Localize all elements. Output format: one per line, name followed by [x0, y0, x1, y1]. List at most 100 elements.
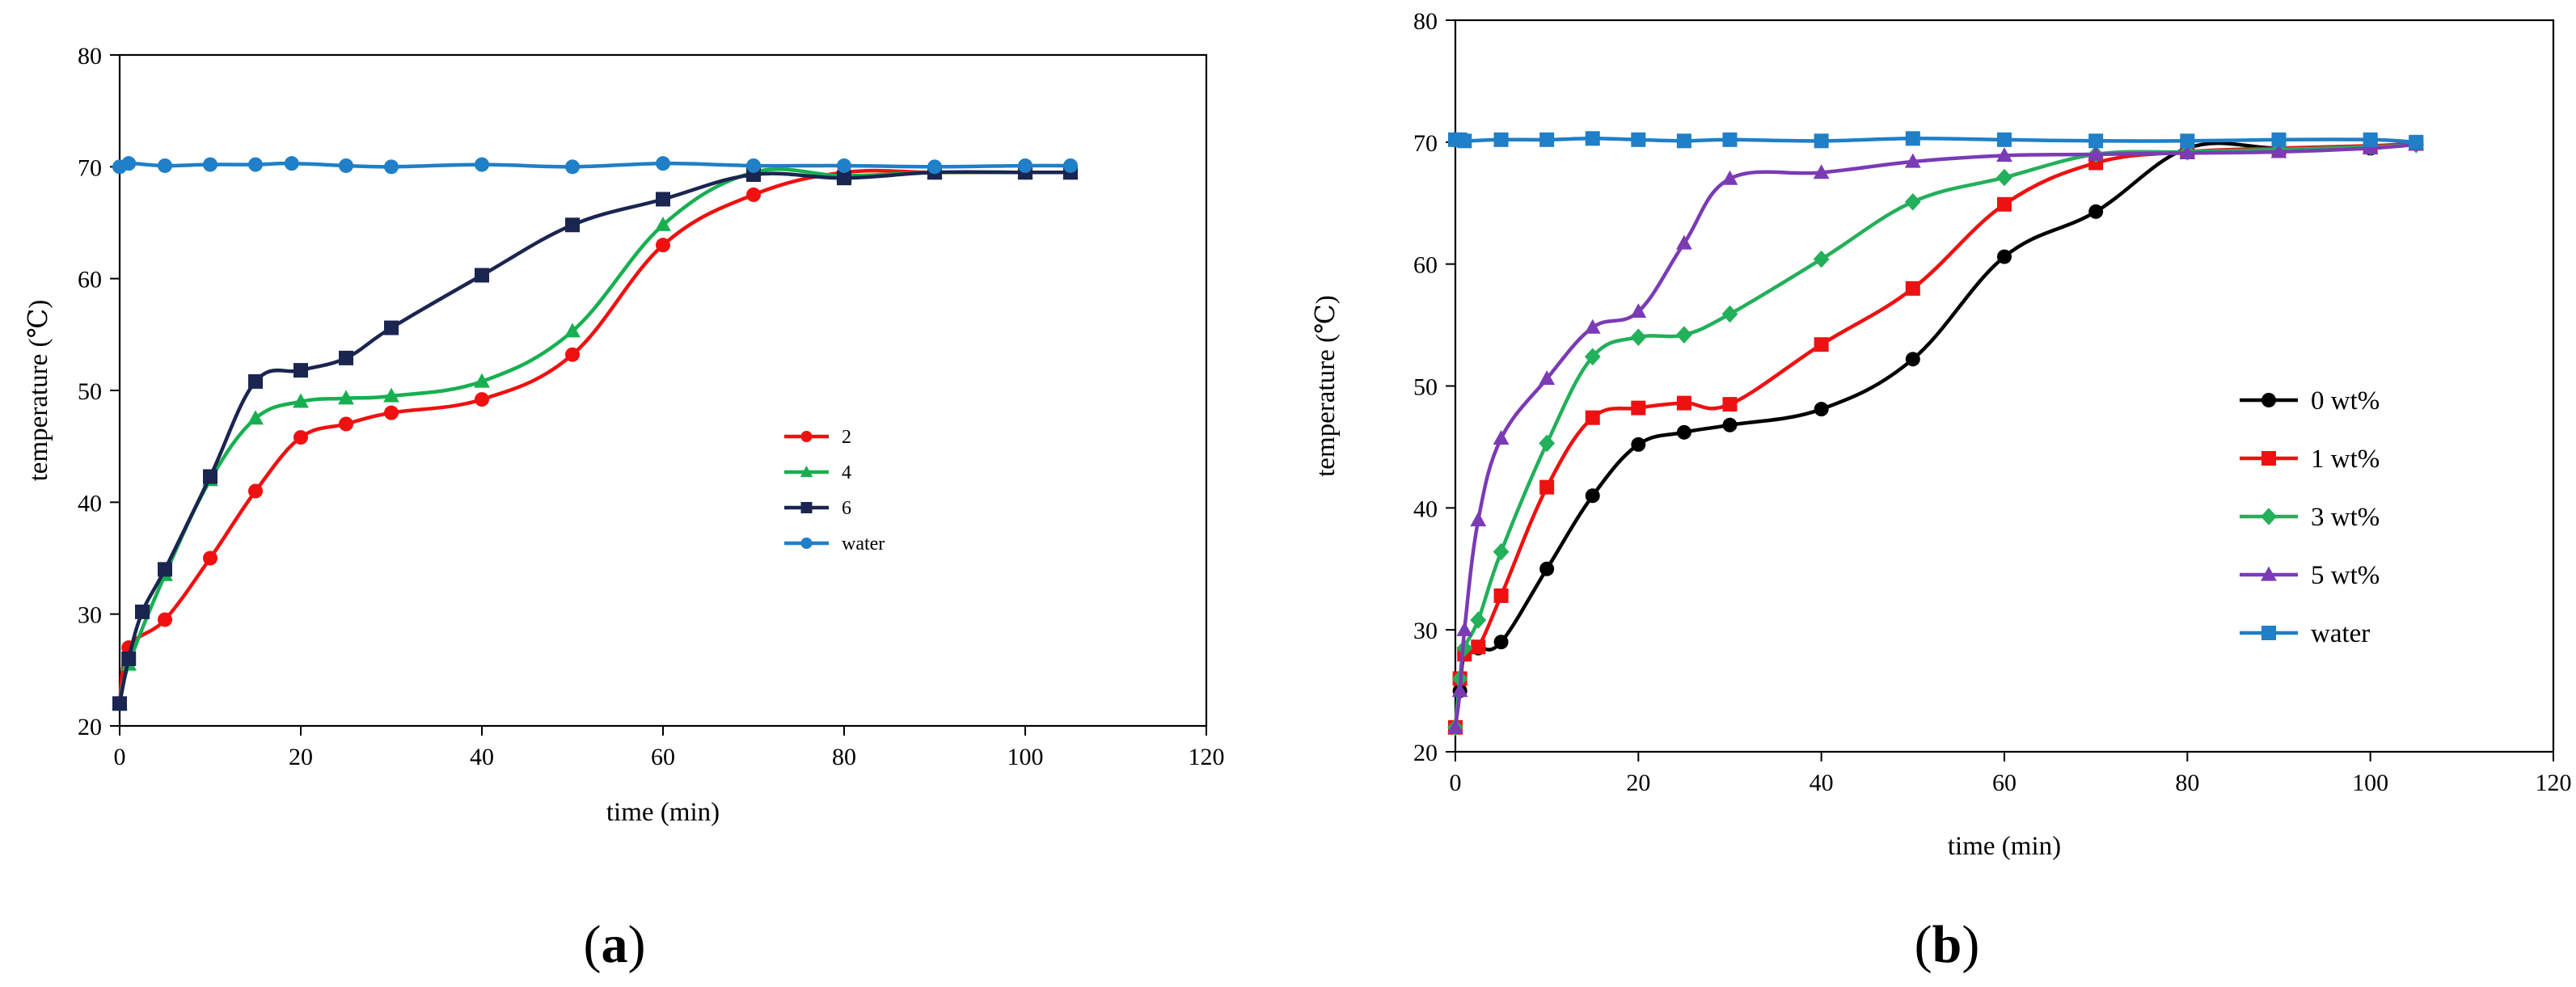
- y-tick-label: 70: [78, 154, 102, 181]
- data-point: [565, 347, 580, 362]
- data-point: [1470, 512, 1487, 527]
- data-point: [1584, 348, 1601, 366]
- data-point: [158, 562, 172, 577]
- data-point: [203, 550, 217, 566]
- legend: 2 4 6 water: [784, 427, 885, 555]
- legend-item: water: [2240, 619, 2370, 648]
- data-point: [384, 159, 399, 175]
- series-6: [112, 165, 1078, 711]
- data-point: [1722, 397, 1738, 412]
- legend-item: 6: [784, 498, 851, 519]
- data-point: [384, 320, 399, 335]
- y-tick-label: 80: [1413, 8, 1438, 35]
- data-point: [1539, 479, 1555, 495]
- data-point: [1905, 352, 1920, 367]
- data-point: [1630, 328, 1647, 346]
- data-point: [121, 652, 137, 666]
- data-point: [1539, 434, 1556, 453]
- plot-frame: [118, 53, 1208, 728]
- data-point: [2088, 133, 2104, 149]
- data-point: [1447, 719, 1463, 734]
- legend-label: 2: [842, 427, 851, 448]
- legend-marker: [800, 502, 813, 513]
- y-tick-label: 20: [78, 714, 102, 740]
- data-point: [2088, 146, 2105, 161]
- legend-marker: [2261, 566, 2277, 581]
- y-tick-label: 30: [1413, 618, 1438, 644]
- data-point: [1631, 437, 1646, 452]
- data-point: [1676, 326, 1692, 344]
- series-3-wt-: [1447, 136, 2425, 736]
- x-tick-label: 100: [1007, 744, 1044, 770]
- data-point: [248, 483, 263, 499]
- legend-marker: [2261, 508, 2277, 525]
- data-point: [1676, 234, 1692, 250]
- y-tick-label: 50: [1413, 374, 1438, 401]
- data-point: [2180, 133, 2195, 149]
- data-point: [656, 156, 670, 171]
- series-5-wt-: [1447, 136, 2425, 734]
- series-4: [112, 163, 1079, 710]
- legend-marker: [2261, 626, 2276, 640]
- plot-frame: [1454, 19, 2555, 753]
- data-point: [2179, 145, 2196, 160]
- legend-label: water: [2311, 619, 2370, 648]
- data-point: [121, 156, 137, 171]
- data-point: [2271, 132, 2287, 147]
- data-point: [2088, 204, 2104, 219]
- data-point: [475, 268, 489, 283]
- y-tick-label: 70: [1413, 130, 1438, 157]
- legend-label: water: [842, 534, 885, 555]
- data-point: [1018, 158, 1033, 173]
- legend-item: 4: [784, 462, 851, 483]
- data-point: [158, 158, 172, 173]
- legend-item: water: [784, 534, 885, 555]
- data-point: [1585, 131, 1600, 146]
- y-tick-label: 40: [78, 490, 102, 517]
- legend-label: 5 wt%: [2311, 561, 2380, 590]
- data-point: [1997, 249, 2012, 264]
- data-point: [1997, 132, 2012, 147]
- data-point: [1813, 164, 1830, 179]
- data-point: [1996, 147, 2012, 162]
- data-point: [1584, 318, 1601, 334]
- legend-item: 0 wt%: [2240, 386, 2380, 415]
- data-point: [1585, 410, 1600, 425]
- data-point: [293, 430, 308, 445]
- panel-a: 0 20 40 60 80 100 120 20 30 40 50 60 70 80 time (min) t…: [24, 43, 1225, 974]
- panel-label: (b): [1915, 915, 1980, 974]
- x-axis-label: time (min): [1948, 832, 2061, 861]
- data-point: [1997, 196, 2012, 212]
- x-tick-label: 0: [114, 744, 126, 770]
- y-tick-label: 30: [78, 602, 102, 629]
- legend-marker: [2261, 451, 2276, 466]
- x-tick-label: 20: [1626, 770, 1650, 796]
- x-tick-label: 120: [1189, 744, 1225, 770]
- data-point: [1631, 400, 1646, 415]
- data-point: [1814, 402, 1829, 417]
- data-point: [1493, 588, 1509, 603]
- data-point: [1721, 170, 1738, 185]
- y-tick-label: 20: [1413, 740, 1438, 766]
- data-point: [1904, 192, 1921, 211]
- data-point: [656, 238, 670, 253]
- panel-b: 0 20 40 60 80 100 120 20 30 40 50 60 70 80 time (min) t…: [1311, 8, 2572, 974]
- series-water: [1448, 131, 2424, 150]
- data-point: [293, 393, 309, 408]
- y-axis-label: temperature (℃): [1311, 295, 1341, 477]
- data-point: [1905, 131, 1920, 146]
- data-point: [247, 410, 264, 425]
- data-point: [2362, 140, 2379, 155]
- series-line: [117, 167, 1073, 706]
- panel-label: (a): [584, 915, 646, 974]
- data-point: [656, 192, 670, 207]
- data-point: [1470, 611, 1487, 629]
- y-tick-label: 60: [1413, 252, 1438, 279]
- data-point: [474, 373, 490, 388]
- series-2: [112, 165, 1078, 711]
- data-point: [1493, 132, 1509, 147]
- legend-label: 3 wt%: [2311, 503, 2380, 532]
- data-point: [339, 158, 353, 173]
- data-point: [1457, 133, 1472, 149]
